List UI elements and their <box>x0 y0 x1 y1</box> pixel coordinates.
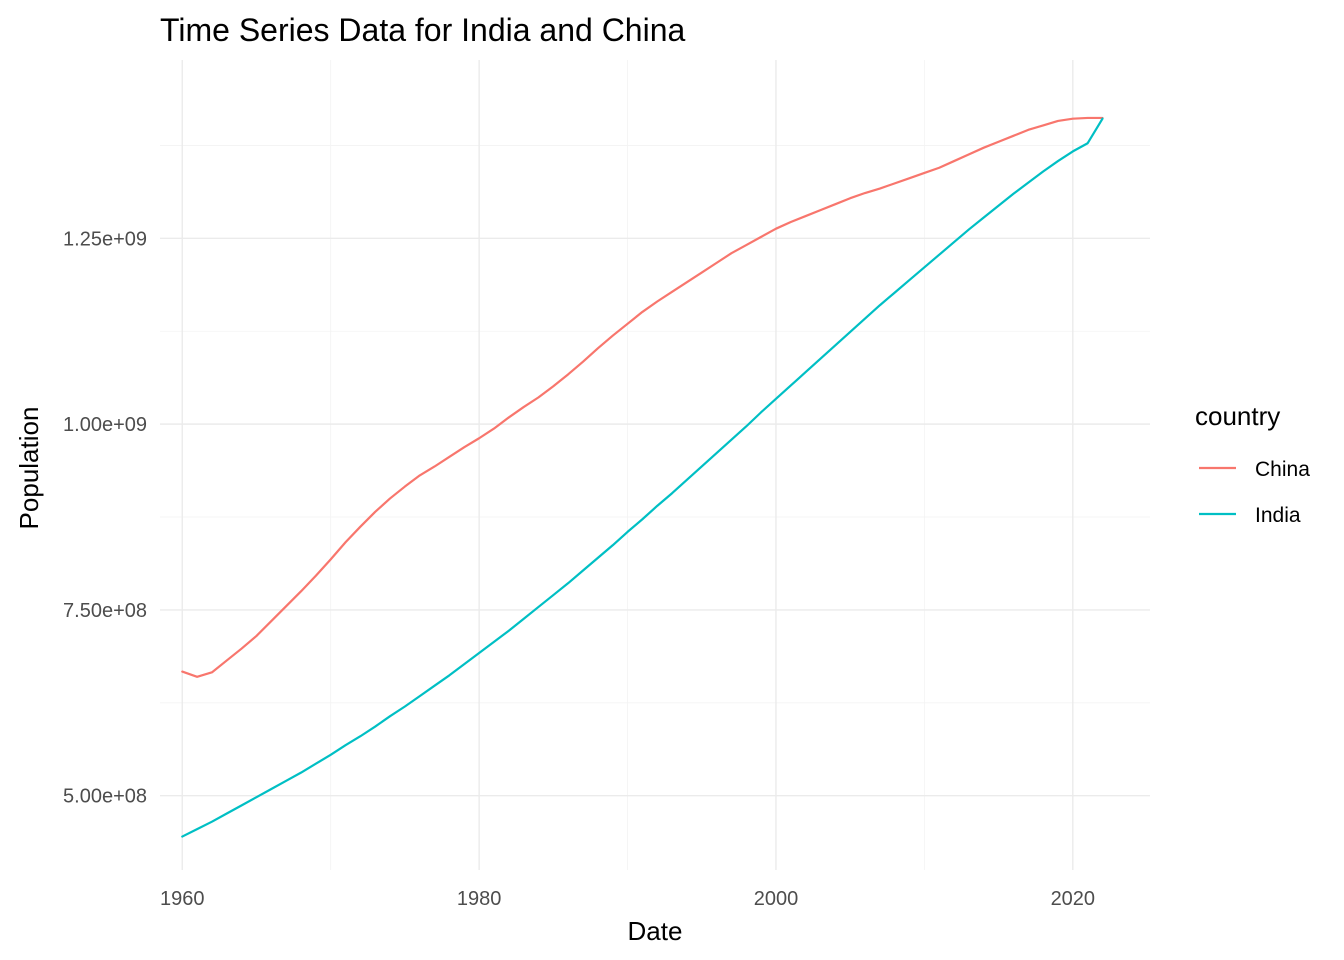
series-lines <box>181 116 1104 838</box>
y-axis-tick-labels: 5.00e+08 7.50e+08 1.00e+09 1.25e+09 <box>63 228 147 807</box>
y-axis-title: Population <box>14 407 44 530</box>
y-tick-label: 1.00e+09 <box>63 414 147 436</box>
legend-label-india: India <box>1255 504 1301 527</box>
legend: country China India <box>1195 401 1310 527</box>
y-tick-label: 5.00e+08 <box>63 786 147 808</box>
x-tick-label: 2000 <box>754 888 799 910</box>
grid-lines <box>160 60 1150 870</box>
y-tick-label: 1.25e+09 <box>63 228 147 250</box>
x-axis-tick-labels: 1960 1980 2000 2020 <box>160 888 1095 910</box>
x-tick-label: 2020 <box>1051 888 1096 910</box>
x-tick-label: 1960 <box>160 888 205 910</box>
series-line-india <box>181 117 1104 838</box>
legend-label-china: China <box>1255 458 1310 481</box>
series-line-china <box>181 116 1104 678</box>
legend-title: country <box>1195 401 1280 431</box>
x-tick-label: 1980 <box>457 888 502 910</box>
y-tick-label: 7.50e+08 <box>63 600 147 622</box>
x-axis-title: Date <box>628 916 683 946</box>
chart-title: Time Series Data for India and China <box>160 12 686 48</box>
